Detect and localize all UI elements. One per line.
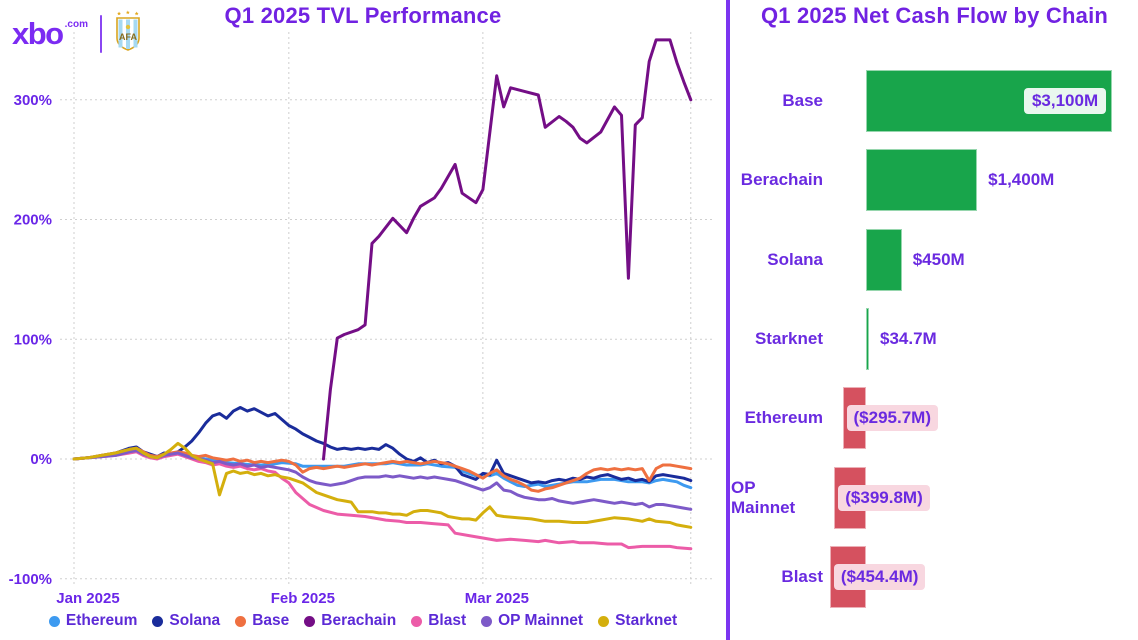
- bar-value-label: $3,100M: [1023, 88, 1107, 114]
- legend-item-solana[interactable]: Solana: [152, 612, 220, 630]
- legend-label: Ethereum: [65, 612, 138, 629]
- bar-starknet: [866, 307, 869, 370]
- net-cash-flow-panel: Q1 2025 Net Cash Flow by Chain Base $3,10…: [731, 0, 1138, 640]
- bar-category-label: Berachain: [740, 170, 823, 190]
- bar-value-label: ($295.7M): [846, 405, 938, 432]
- logo-divider: [99, 14, 102, 53]
- bar-category-label: Ethereum: [744, 408, 823, 428]
- series-line-starknet: [72, 441, 693, 529]
- afa-crest-icon: AFA: [113, 10, 143, 57]
- bar-solana: [866, 228, 902, 291]
- y-tick-label: 300%: [14, 92, 52, 109]
- legend-item-op-mainnet[interactable]: OP Mainnet: [481, 612, 583, 630]
- y-tick-label: 200%: [14, 212, 52, 229]
- bar-value-label: $1,400M: [988, 170, 1055, 190]
- bar-value-label: ($399.8M): [838, 484, 930, 511]
- legend-label: Solana: [169, 612, 221, 629]
- xbo-logo: xbo: [12, 16, 64, 51]
- y-tick-label: 100%: [14, 331, 52, 348]
- y-tick-label: 0%: [30, 451, 52, 468]
- bar-row-op-mainnet: OP Mainnet ($399.8M): [731, 466, 1138, 529]
- bar-row-berachain: Berachain $1,400M: [731, 149, 1138, 212]
- bar-row-blast: Blast ($454.4M): [731, 545, 1138, 608]
- tvl-line-chart: 300% 200% 100% 0% -100%Jan 2025 Feb 2025 Mar 2…: [9, 32, 712, 607]
- x-tick-label: Mar 2025: [465, 590, 529, 607]
- legend-label: Blast: [428, 612, 467, 629]
- header-logo-row: xbo .com AFA: [12, 10, 143, 57]
- legend-item-blast[interactable]: Blast: [411, 612, 466, 630]
- series-line-base: [72, 446, 693, 493]
- bar-row-base: Base $3,100M: [731, 70, 1138, 132]
- bar-category-label: OP Mainnet: [731, 477, 796, 517]
- bar-row-starknet: Starknet $34.7M: [731, 307, 1138, 370]
- tvl-chart-title: Q1 2025 TVL Performance: [224, 3, 502, 28]
- legend-dot: [411, 615, 423, 627]
- series-line-solana: [72, 406, 693, 485]
- chart-legend: Ethereum Solana Base Berachain Blast OP Mainn…: [0, 612, 726, 630]
- bar-category-label: Starknet: [754, 328, 823, 348]
- bar-value-label: $34.7M: [880, 328, 937, 348]
- legend-item-ethereum[interactable]: Ethereum: [48, 612, 138, 630]
- x-tick-label: Jan 2025: [56, 590, 119, 607]
- bar-value-label: $450M: [912, 249, 965, 269]
- bar-category-label: Blast: [781, 566, 823, 586]
- legend-label: OP Mainnet: [498, 612, 584, 629]
- legend-dot: [481, 615, 493, 627]
- panel-divider: [726, 0, 730, 640]
- legend-item-base[interactable]: Base: [235, 612, 289, 630]
- bar-row-solana: Solana $450M: [731, 228, 1138, 291]
- bar-value-label: ($454.4M): [833, 563, 926, 590]
- legend-label: Berachain: [321, 612, 397, 629]
- cashflow-chart-title: Q1 2025 Net Cash Flow by Chain: [760, 3, 1109, 28]
- legend-dot: [48, 615, 60, 627]
- legend-dot: [152, 615, 164, 627]
- bar-berachain: [866, 149, 978, 212]
- bar-row-ethereum: Ethereum ($295.7M): [731, 387, 1138, 450]
- legend-item-starknet[interactable]: Starknet: [598, 612, 677, 630]
- legend-label: Starknet: [615, 612, 678, 629]
- xbo-logo-suffix: .com: [64, 19, 88, 30]
- x-tick-label: Feb 2025: [271, 590, 335, 607]
- series-line-berachain: [322, 38, 693, 461]
- legend-dot: [598, 615, 610, 627]
- bar-category-label: Base: [782, 91, 823, 110]
- legend-label: Base: [252, 612, 290, 629]
- legend-item-berachain[interactable]: Berachain: [304, 612, 396, 630]
- bar-category-label: Solana: [767, 249, 823, 269]
- svg-text:AFA: AFA: [119, 32, 138, 42]
- legend-dot: [304, 615, 316, 627]
- legend-dot: [235, 615, 247, 627]
- y-tick-label: -100%: [9, 571, 52, 588]
- tvl-performance-panel: xbo .com AFA Q1 2025 TVL Performance 300…: [0, 3, 726, 630]
